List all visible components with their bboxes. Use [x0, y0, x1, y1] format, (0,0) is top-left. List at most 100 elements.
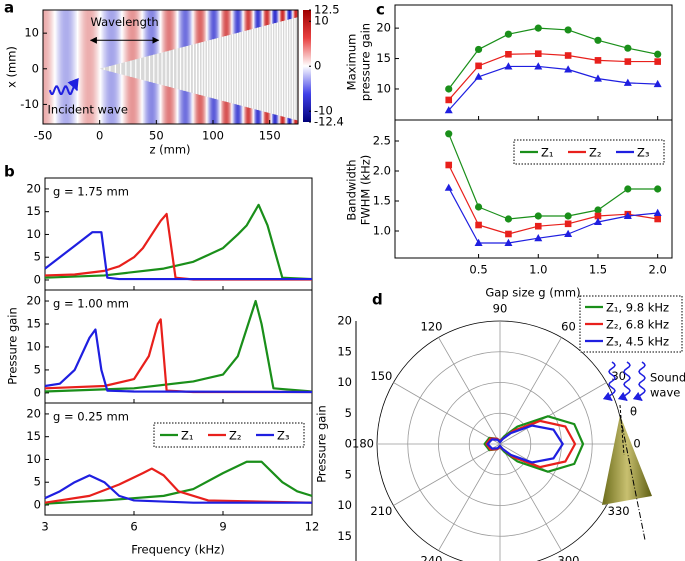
- marker: [564, 52, 572, 59]
- marker: [534, 222, 542, 230]
- field-stripe: [72, 10, 75, 124]
- field-stripe: [71, 10, 74, 124]
- theta-tick-label: 60: [561, 320, 576, 334]
- series-line: [44, 231, 312, 281]
- y-axis-label: FWHM (kHz): [359, 155, 373, 226]
- theta-tick-label: 90: [493, 302, 508, 316]
- grid-spoke: [499, 443, 562, 551]
- y-tick-label: 5: [34, 250, 41, 264]
- marker: [534, 234, 543, 242]
- theta-tick-label: 330: [608, 504, 630, 518]
- r-tick-label: 10: [337, 375, 352, 389]
- marker: [504, 62, 513, 70]
- legend-label: Z₁: [181, 429, 194, 443]
- y-axis-label: Maximum: [345, 34, 359, 91]
- marker: [654, 185, 662, 193]
- series-line: [448, 53, 658, 101]
- theta-tick-label: 180: [352, 437, 374, 451]
- y-tick-label: 0: [34, 385, 41, 399]
- y-axis-label: x (mm): [5, 46, 19, 88]
- y-tick-label: 0: [34, 497, 41, 511]
- marker: [593, 74, 602, 82]
- y-tick-label: 10: [24, 26, 39, 40]
- axes-frame: [394, 119, 673, 259]
- annotation: Sound: [650, 371, 685, 385]
- x-tick-label: 1.5: [589, 263, 607, 277]
- field-stripe: [52, 10, 54, 124]
- field-stripe: [56, 10, 59, 124]
- marker: [594, 57, 602, 64]
- marker: [624, 44, 632, 52]
- legend-label: Z₃: [277, 429, 290, 443]
- marker: [594, 206, 602, 214]
- y-tick-label: 5: [34, 362, 41, 376]
- field-stripe: [62, 10, 64, 124]
- field-stripe: [44, 10, 46, 124]
- grid-spoke: [499, 382, 607, 445]
- theta-tick-label: 0: [633, 437, 640, 451]
- y-tick-label: 2.5: [373, 134, 391, 148]
- colorbar-tick-label: -10: [314, 104, 333, 118]
- marker: [475, 62, 482, 70]
- marker: [654, 215, 661, 223]
- field-stripe: [75, 10, 78, 124]
- marker: [564, 220, 572, 228]
- grid-spoke: [393, 443, 501, 506]
- theta-tick-label: 300: [558, 553, 580, 561]
- field-stripe: [57, 10, 60, 124]
- x-axis-label: z (mm): [149, 143, 190, 157]
- series-line: [44, 460, 313, 505]
- cone: [602, 415, 652, 505]
- series-line: [448, 27, 658, 90]
- x-tick-label: 9: [219, 520, 226, 534]
- x-tick-label: 3: [41, 520, 48, 534]
- marker: [534, 62, 543, 70]
- y-axis-label: pressure gain: [359, 23, 373, 101]
- theta-tick-label: 210: [370, 504, 392, 518]
- colorbar-tick-label: 12.5: [314, 3, 340, 17]
- x-axis-label: Frequency (kHz): [131, 543, 224, 557]
- cone-axis: [619, 414, 646, 541]
- x-tick-label: 6: [130, 520, 137, 534]
- field-stripe: [99, 10, 102, 124]
- sound-wave: [632, 361, 646, 401]
- colorbar-tick-label: 0: [314, 59, 321, 73]
- field-stripe: [98, 10, 101, 124]
- marker: [504, 238, 513, 246]
- marker: [474, 238, 483, 246]
- marker: [564, 212, 572, 220]
- marker: [445, 130, 453, 138]
- marker: [593, 217, 602, 225]
- field-stripe: [83, 10, 86, 124]
- field-stripe: [67, 10, 70, 124]
- field-stripe: [66, 10, 69, 124]
- colorbar-tick-label: -12.4: [314, 115, 344, 129]
- x-tick-label: 1.0: [529, 263, 547, 277]
- marker: [653, 79, 662, 88]
- x-axis-label: Gap size g (mm): [485, 286, 580, 300]
- grid-spoke: [438, 337, 501, 445]
- theta-tick-label: 240: [421, 553, 443, 561]
- annotation: g = 0.25 mm: [53, 410, 129, 424]
- colorbar-tick-label: 10: [314, 14, 329, 28]
- x-tick-label: 0.5: [469, 263, 487, 277]
- r-axis-label: Pressure gain: [315, 405, 329, 483]
- series-line: [448, 187, 658, 244]
- x-tick-label: 50: [149, 129, 164, 143]
- annotation: g = 1.75 mm: [53, 185, 129, 199]
- field-stripe: [49, 10, 52, 124]
- field-stripe: [95, 10, 97, 124]
- marker: [624, 58, 632, 65]
- y-tick-label: 0: [32, 61, 39, 75]
- r-tick-label: 20: [337, 314, 352, 328]
- incident-wave-arrow: [48, 77, 79, 95]
- legend-label: Z₂: [229, 429, 242, 443]
- field-stripe: [65, 10, 68, 124]
- field-stripe: [91, 10, 94, 124]
- r-tick-label: 0: [345, 437, 352, 451]
- field-stripe: [63, 10, 66, 124]
- x-tick-label: -50: [34, 129, 53, 143]
- field-stripe: [81, 10, 84, 124]
- annotation: wave: [650, 386, 680, 400]
- polar-curve: [486, 424, 565, 464]
